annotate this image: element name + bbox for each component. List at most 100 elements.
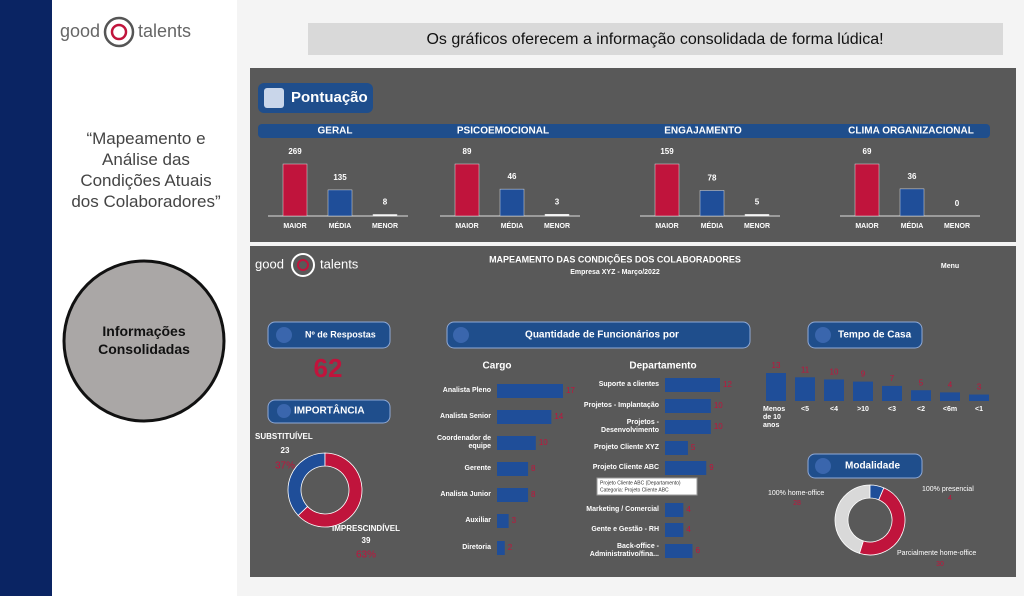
bar [497,488,529,502]
category-label: Auxiliar [465,517,491,524]
icon [815,458,831,474]
bar [654,163,680,217]
value-label: 135 [333,173,347,182]
category-label: Back-office - Administrativo/fina... [589,543,659,558]
bar [665,461,707,475]
category-label: <6m [942,406,958,413]
pill [807,321,923,349]
bar [454,163,480,217]
value-label: 17 [566,386,575,395]
bar [282,163,308,217]
bar [744,214,770,217]
value-label: 69 [863,147,872,156]
bar [665,523,684,537]
value-label: 10 [714,422,723,431]
pill-text: Modalidade [845,461,900,472]
category-label: <2 [917,406,925,413]
value-label: 78 [708,174,717,183]
group-title: ENGAJAMENTO [664,126,742,137]
donut-slice [297,452,363,528]
bar [899,188,925,217]
icon [453,327,469,343]
pill [807,453,923,479]
category-label: Coordenador de equipe [436,435,491,450]
chart-title: Cargo [483,361,512,372]
value-label: 46 [508,172,517,181]
pill [267,399,391,424]
category-label: Suporte a clientes [598,381,659,388]
value-label: 11 [801,365,810,374]
kpi-value: 62 [314,353,343,383]
slice-name: IMPRESCINDÍVEL [332,524,400,533]
category-label: Projetos - Implantação [583,402,659,409]
group-title: CLIMA ORGANIZACIONAL [848,126,974,137]
bar [497,541,505,555]
value-label: 13 [772,361,781,370]
category-label: Gerente [464,465,491,472]
circle-text: Informações Consolidadas [98,323,190,357]
slice-value: 4 [948,495,952,502]
bar [665,420,711,434]
donut-slice [834,484,871,554]
pill-text: Nº de Respostas [305,329,376,339]
category-label: MAIOR [455,223,478,230]
banner-text: Os gráficos oferecem a informação consol… [426,31,883,48]
value-label: 269 [288,147,302,156]
value-label: 3 [512,516,517,525]
value-label: 6 [696,546,701,555]
logo-icon [297,259,309,271]
chart-title: Departamento [629,361,696,372]
value-label: 8 [531,464,536,473]
bar [665,503,684,517]
category-label: Analista Junior [440,491,491,498]
value-label: 36 [908,172,917,181]
bar [327,189,353,217]
slice-name: 100% presencial [922,486,974,493]
tooltip-text: Categoria: Projeto Cliente ABC [600,487,669,493]
category-label: Projeto Cliente XYZ [594,444,659,451]
banner [308,23,1003,55]
value-label: 3 [555,197,560,206]
bar [940,392,960,401]
menu[interactable]: Menu [941,263,959,270]
slice-percent: 37% [275,461,295,472]
bar [824,379,844,401]
bar [497,410,552,424]
dashboard-subtitle: Empresa XYZ - Março/2022 [570,269,660,276]
bar [497,462,529,476]
bar [699,190,725,217]
value-label: 8 [531,490,536,499]
value-label: 4 [686,525,691,534]
bar [766,373,786,401]
bar [497,436,536,450]
quote: “Mapeamento e Análise das Condições Atua… [71,129,221,211]
bar [499,188,525,217]
slice-name: 100% home-office [768,490,824,497]
category-label: MAIOR [283,223,306,230]
slice-value: 30 [936,561,944,568]
group-title: PSICOEMOCIONAL [457,126,549,137]
slice-name: Parcialmente home-office [897,550,976,557]
section-title: Pontuação [291,89,368,106]
bar [665,544,693,558]
category-label: MENOR [944,223,970,230]
slice-percent: 63% [356,550,376,561]
pill [446,321,751,349]
slice-value: 23 [281,446,290,455]
category-label: MÉDIA [901,221,924,230]
value-label: 5 [691,443,696,452]
bar [665,399,711,413]
value-label: 9 [861,370,866,379]
bar [665,441,688,455]
nav-stripe [0,0,52,596]
value-label: 4 [686,505,691,514]
tooltip-text: Projeto Cliente ABC (Departamento) [600,480,681,486]
bar [544,213,570,217]
value-label: 0 [955,199,960,208]
category-label: MENOR [744,223,770,230]
bar [911,390,931,401]
category-label: <4 [830,406,838,413]
bar [497,384,563,398]
